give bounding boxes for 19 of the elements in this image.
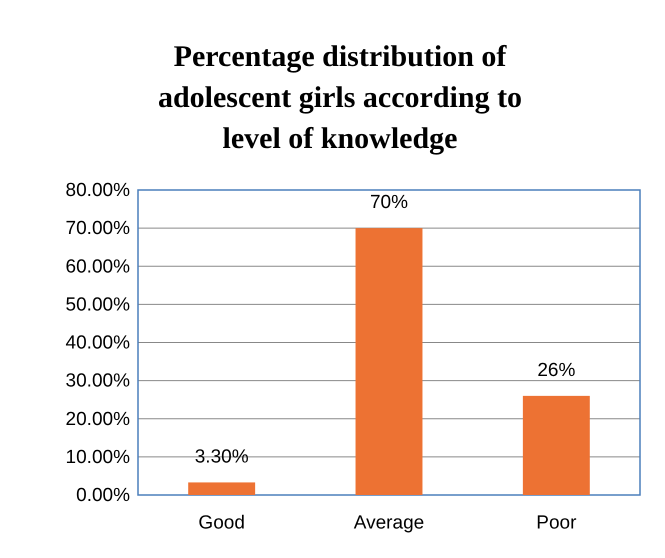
- y-tick-label: 80.00%: [66, 180, 130, 202]
- bar: [356, 228, 422, 495]
- data-label: 70%: [370, 192, 408, 214]
- y-tick-label: 20.00%: [66, 408, 130, 430]
- x-tick-label: Poor: [536, 512, 578, 534]
- bar: [188, 482, 256, 495]
- y-tick-label: 60.00%: [66, 256, 130, 278]
- y-tick-label: 10.00%: [66, 446, 130, 468]
- x-tick-label: Good: [198, 512, 245, 534]
- x-tick-label: Average: [354, 512, 424, 534]
- y-tick-label: 40.00%: [66, 332, 130, 354]
- bar: [522, 396, 590, 495]
- y-tick-label: 0.00%: [76, 485, 130, 506]
- data-label: 3.30%: [194, 446, 249, 468]
- y-tick-label: 50.00%: [66, 294, 130, 316]
- y-tick-label: 30.00%: [66, 370, 130, 392]
- y-tick-label: 70.00%: [66, 218, 130, 240]
- chart-title: Percentage distribution of adolescent girls according to level of knowledge: [158, 40, 522, 155]
- data-label: 26%: [537, 360, 576, 381]
